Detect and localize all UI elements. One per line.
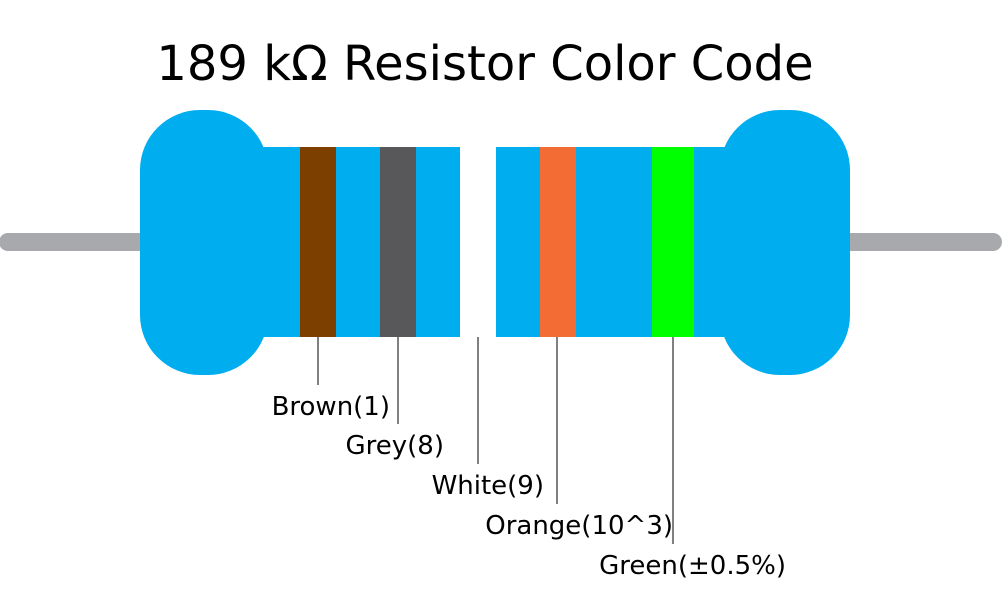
band-label-grey: Grey(8) [346, 431, 444, 461]
page-title: 189 kΩ Resistor Color Code [156, 36, 813, 92]
band-label-orange: Orange(10^3) [485, 511, 673, 541]
band-brown [300, 147, 336, 337]
resistor-body-left-cap [140, 110, 268, 375]
band-green [652, 147, 694, 337]
band-leader-lines [317, 337, 674, 544]
band-orange [540, 147, 576, 337]
resistor-body-right-cap [720, 110, 850, 375]
band-labels: Brown(1) Grey(8) White(9) Orange(10^3) Green… [272, 392, 786, 581]
band-label-green: Green(±0.5%) [599, 551, 786, 581]
band-label-brown: Brown(1) [272, 392, 390, 422]
band-label-white: White(9) [432, 471, 544, 501]
band-grey [380, 147, 416, 337]
band-white [460, 147, 496, 337]
color-bands [300, 147, 694, 337]
